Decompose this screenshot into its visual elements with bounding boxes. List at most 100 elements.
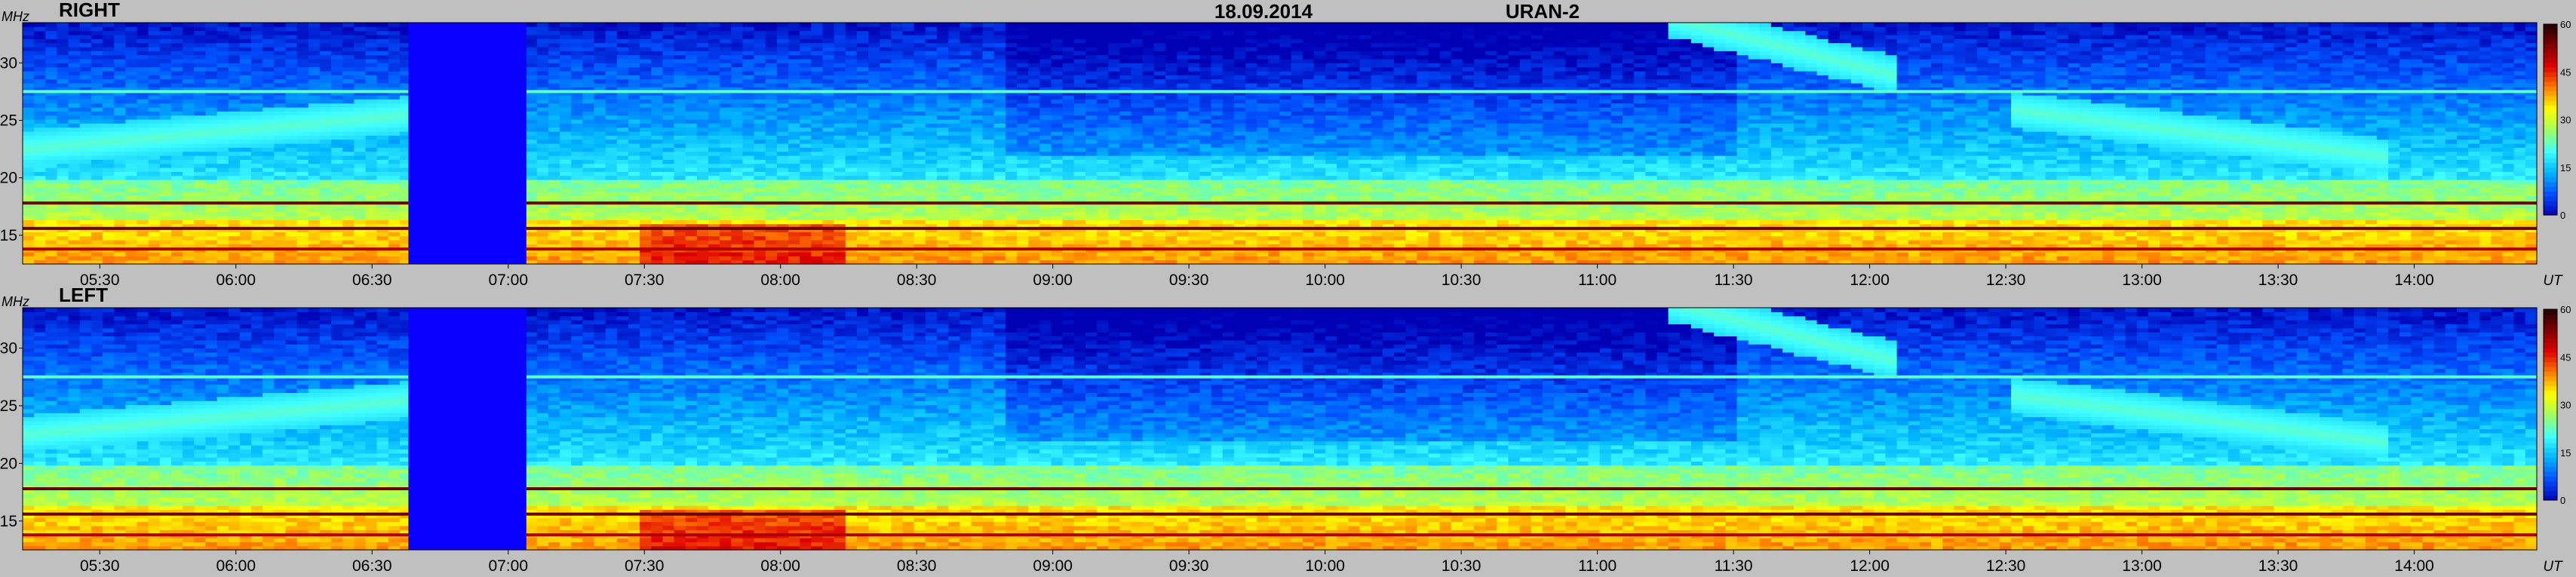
heatmap-cell [1702, 183, 1715, 188]
heatmap-cell [2228, 195, 2240, 200]
heatmap-cell [1840, 180, 1852, 184]
heatmap-cell [2331, 240, 2343, 244]
heatmap-cell [1828, 176, 1841, 180]
heatmap-cell [1497, 183, 1509, 188]
heatmap-cell [1908, 195, 1920, 200]
heatmap-cell [240, 188, 252, 192]
heatmap-cell [1188, 176, 1200, 180]
heatmap-cell [1360, 212, 1372, 216]
heatmap-cell [2228, 171, 2240, 176]
heatmap-cell [2011, 183, 2023, 188]
heatmap-cell [1805, 195, 1817, 200]
heatmap-cell [1429, 236, 1441, 241]
heatmap-cell [1931, 232, 1943, 236]
heatmap-cell [2503, 192, 2515, 196]
heatmap-cell [1451, 236, 1463, 241]
heatmap-cell [2514, 192, 2526, 196]
heatmap-cell [2011, 252, 2023, 256]
heatmap-cell [149, 207, 161, 212]
heatmap-cell [2137, 192, 2149, 196]
heatmap-cell [1840, 176, 1852, 180]
heatmap-cell [1474, 180, 1486, 184]
heatmap-cell [2434, 207, 2446, 212]
heatmap-cell [1920, 252, 1932, 256]
heatmap-cell [125, 180, 137, 184]
heatmap-cell [1725, 232, 1737, 236]
heatmap-cell [1429, 195, 1441, 200]
heatmap-cell [617, 252, 629, 256]
heatmap-cell [640, 236, 652, 241]
heatmap-cell [1383, 212, 1395, 216]
heatmap-cell [2308, 207, 2320, 212]
heatmap-cell [320, 256, 332, 260]
heatmap-cell [937, 252, 949, 256]
heatmap-cell [80, 192, 92, 196]
heatmap-cell [2366, 192, 2378, 196]
heatmap-cell [1074, 219, 1086, 224]
heatmap-cell [662, 256, 674, 260]
heatmap-cell [2399, 171, 2412, 176]
heatmap-cell [674, 252, 686, 256]
heatmap-cell [1920, 188, 1932, 192]
heatmap-cell [2022, 171, 2034, 176]
heatmap-cell [2022, 195, 2034, 200]
heatmap-cell [857, 188, 869, 192]
heatmap-cell [606, 236, 618, 241]
heatmap-cell [1337, 180, 1349, 184]
heatmap-cell [617, 188, 629, 192]
heatmap-cell [1200, 219, 1212, 224]
heatmap-cell [2514, 183, 2526, 188]
heatmap-cell [2320, 183, 2332, 188]
heatmap-cell [2206, 236, 2218, 241]
heatmap-cell [1577, 252, 1589, 256]
heatmap-cell [1577, 188, 1589, 192]
heatmap-cell [217, 236, 229, 241]
heatmap-cell [1977, 236, 1989, 241]
heatmap-cell [1737, 176, 1749, 180]
heatmap-cell [149, 256, 161, 260]
heatmap-cell [2126, 219, 2138, 224]
heatmap-cell [1851, 192, 1863, 196]
heatmap-cell [1657, 183, 1669, 188]
heatmap-cell [183, 232, 195, 236]
heatmap-cell [2468, 183, 2480, 188]
heatmap-cell [1771, 171, 1783, 176]
heatmap-cell [1052, 232, 1064, 236]
heatmap-cell [2182, 236, 2194, 241]
heatmap-cell [2320, 188, 2332, 192]
heatmap-cell [2137, 256, 2149, 260]
heatmap-cell [2194, 195, 2206, 200]
heatmap-cell [229, 236, 241, 241]
heatmap-cell [1017, 188, 1029, 192]
heatmap-cell [1074, 167, 1086, 172]
heatmap-cell [1543, 219, 1555, 224]
heatmap-cell [914, 195, 926, 200]
heatmap-cell [1634, 252, 1646, 256]
heatmap-cell [2479, 240, 2492, 244]
heatmap-cell [811, 183, 823, 188]
heatmap-cell [731, 171, 743, 176]
heatmap-cell [1291, 188, 1303, 192]
heatmap-cell [1143, 195, 1155, 200]
heatmap-cell [1577, 167, 1589, 172]
heatmap-cell [342, 176, 355, 180]
heatmap-cell [914, 212, 926, 216]
heatmap-cell [1188, 232, 1200, 236]
heatmap-cell [2102, 252, 2114, 256]
heatmap-cell [1211, 232, 1224, 236]
heatmap-cell [1028, 176, 1040, 180]
heatmap-cell [171, 219, 183, 224]
heatmap-cell [309, 207, 321, 212]
heatmap-cell [1028, 216, 1040, 220]
heatmap-cell [686, 192, 698, 196]
heatmap-cell [1394, 188, 1406, 192]
heatmap-cell [2182, 195, 2194, 200]
heatmap-cell [1188, 219, 1200, 224]
heatmap-cell [366, 188, 378, 192]
heatmap-cell [537, 216, 549, 220]
heatmap-cell [1782, 171, 1795, 176]
heatmap-cell [1874, 188, 1886, 192]
heatmap-cell [2354, 232, 2366, 236]
heatmap-cell [1942, 207, 1954, 212]
heatmap-cell [2411, 171, 2423, 176]
